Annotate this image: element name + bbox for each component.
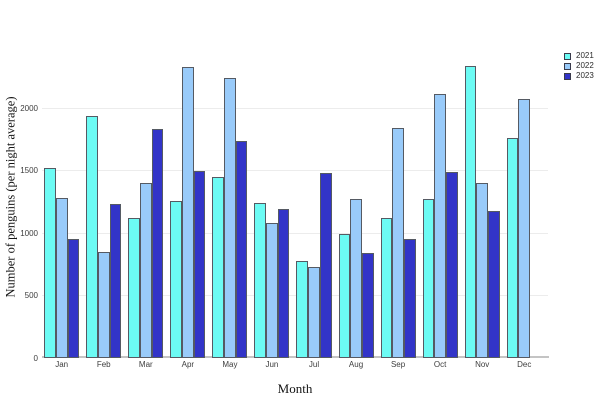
legend-item-2023: 2023 [564,71,594,81]
plot-area [42,8,548,358]
bar-2023-apr [193,170,206,358]
x-tick-label-apr: Apr [181,360,195,369]
x-tick-label-dec: Dec [517,360,532,369]
bar-2022-nov [476,183,489,358]
gridline-2000 [42,107,548,109]
y-tick-label-0: 0 [33,353,38,363]
bar-2022-apr [182,66,194,358]
legend-label-2023: 2023 [576,71,594,80]
bar-2022-jun [266,223,278,358]
bar-2023-aug [361,253,374,358]
legend-item-2021: 2021 [564,51,594,61]
bar-2023-jan [67,239,80,358]
gridline-500 [42,295,548,296]
gridline-1500 [42,170,548,171]
y-tick-label-1500: 1500 [20,166,38,175]
legend-swatch-2023 [564,72,571,80]
x-tick-label-jul: Jul [308,360,320,369]
y-tick-label-1000: 1000 [20,228,38,238]
bar-2023-nov [488,210,500,358]
x-tick-label-jun: Jun [265,360,279,369]
x-tick-label-mar: Mar [138,360,153,369]
bar-2022-mar [139,183,152,358]
x-axis-title: Month [277,381,313,396]
bar-2022-jan [55,198,68,358]
bar-2022-feb [97,251,110,358]
x-tick-label-aug: Aug [348,360,364,369]
bar-2022-dec [518,99,531,358]
bar-2022-may [224,78,236,358]
bar-2021-aug [338,234,351,358]
bar-2022-oct [434,94,446,358]
bar-2021-jan [44,168,56,358]
bar-2021-feb [86,115,98,358]
bar-2022-aug [350,199,362,358]
y-axis-title: Number of penguins (per night average) [3,96,18,298]
legend: 2021 2022 2023 [564,51,594,81]
legend-swatch-2021 [564,52,571,60]
bar-2023-sep [403,239,416,358]
legend-item-2022: 2022 [564,61,594,71]
y-tick-label-500: 500 [24,291,38,300]
bar-2021-oct [422,199,435,358]
bar-2023-oct [446,171,458,358]
bar-2023-jul [319,173,332,358]
bar-2021-dec [506,138,519,358]
bar-2022-jul [308,266,320,358]
bar-2021-jul [296,260,309,358]
bar-2023-feb [109,204,122,358]
legend-label-2021: 2021 [576,51,594,60]
legend-swatch-2022 [564,62,571,70]
x-axis-line [42,356,549,358]
bar-2021-may [212,176,225,358]
bar-2023-jun [277,209,290,358]
bar-2021-jun [254,203,267,358]
x-tick-label-feb: Feb [96,360,111,369]
bar-2023-mar [151,129,164,358]
gridline-1000 [42,232,548,234]
x-tick-label-nov: Nov [475,360,490,369]
bar-2023-may [235,140,248,358]
y-tick-label-2000: 2000 [20,103,38,113]
bar-2021-apr [170,200,182,358]
x-tick-label-sep: Sep [390,360,406,369]
bar-2022-sep [392,128,404,358]
x-tick-label-jan: Jan [55,360,69,369]
legend-label-2022: 2022 [576,61,594,70]
x-tick-label-oct: Oct [433,360,447,369]
bar-2021-nov [464,65,477,358]
x-tick-label-may: May [222,360,238,369]
bar-2021-sep [380,218,393,358]
bar-2021-mar [128,218,140,358]
